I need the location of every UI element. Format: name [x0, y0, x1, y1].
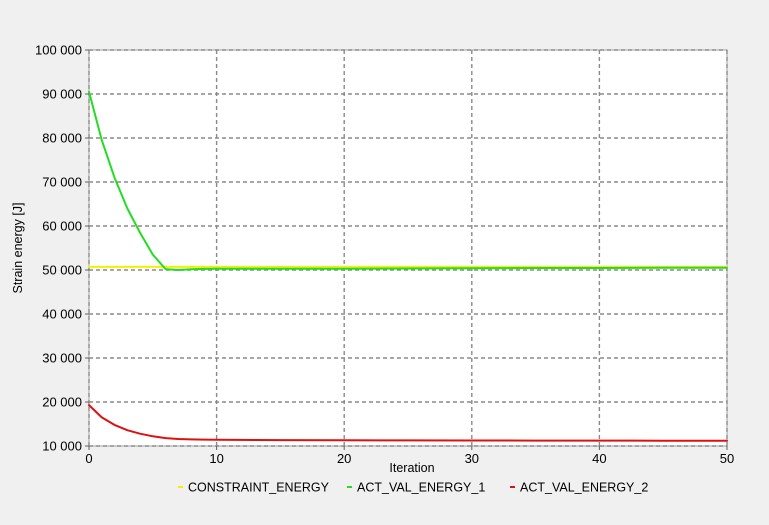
x-tick-label: 10 [209, 451, 223, 466]
x-axis-ticks: 0 10 20 30 40 50 [85, 446, 734, 466]
y-axis-ticks: 10 000 20 000 30 000 40 000 50 000 60 000 70 0… [35, 43, 89, 454]
y-tick-label: 100 000 [35, 43, 82, 58]
x-tick-label: 50 [720, 451, 734, 466]
x-tick-label: 0 [85, 451, 92, 466]
y-tick-label: 60 000 [42, 219, 82, 234]
plot-area [88, 49, 728, 447]
series-line-2 [88, 90, 728, 271]
legend: CONSTRAINT_ENERGY ACT_VAL_ENERGY_1 ACT_VAL… [178, 481, 648, 495]
grid-lines [88, 49, 728, 447]
y-tick-label: 70 000 [42, 175, 82, 190]
y-tick-label: 80 000 [42, 131, 82, 146]
y-tick-label: 30 000 [42, 351, 82, 366]
y-tick-label: 10 000 [42, 439, 82, 454]
series-lines [88, 90, 728, 442]
y-axis-title: Strain energy [J] [11, 202, 25, 293]
legend-label-3: ACT_VAL_ENERGY_2 [520, 481, 648, 495]
x-tick-label: 40 [592, 451, 606, 466]
y-tick-label: 20 000 [42, 395, 82, 410]
legend-label-2: ACT_VAL_ENERGY_1 [357, 481, 485, 495]
series-line-3 [88, 404, 728, 442]
legend-label-1: CONSTRAINT_ENERGY [188, 481, 330, 495]
y-tick-label: 50 000 [42, 263, 82, 278]
x-tick-label: 30 [465, 451, 479, 466]
x-tick-label: 20 [337, 451, 351, 466]
x-axis-title: Iteration [389, 461, 434, 475]
y-tick-label: 90 000 [42, 87, 82, 102]
y-tick-label: 40 000 [42, 307, 82, 322]
